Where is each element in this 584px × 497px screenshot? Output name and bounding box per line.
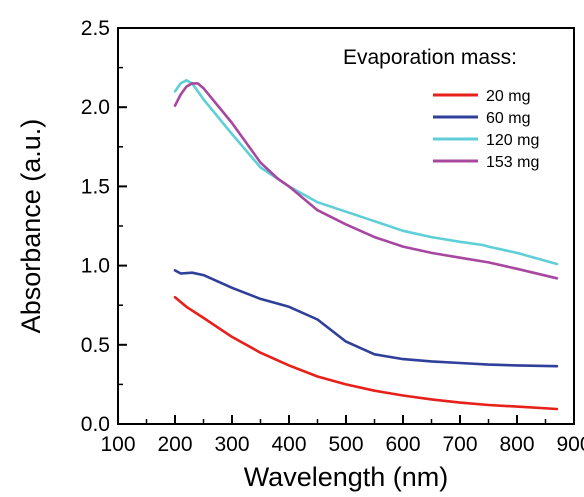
y-tick-label: 0.0 bbox=[81, 413, 110, 436]
legend-title: Evaporation mass: bbox=[343, 46, 517, 69]
legend-label-20-mg: 20 mg bbox=[486, 88, 530, 105]
legend-label-60-mg: 60 mg bbox=[486, 110, 530, 127]
series-line-153-mg bbox=[173, 82, 559, 280]
x-tick-label: 900 bbox=[556, 433, 584, 456]
x-axis-title: Wavelength (nm) bbox=[244, 462, 449, 492]
y-axis-ticks: 0.0 0.5 1.0 1.5 2.0 2.5 bbox=[81, 17, 127, 436]
x-tick-label: 200 bbox=[157, 433, 192, 456]
x-tick-label: 500 bbox=[328, 433, 363, 456]
series-line-120-mg bbox=[173, 79, 559, 266]
x-tick-label: 300 bbox=[214, 433, 249, 456]
y-tick-label: 1.0 bbox=[81, 255, 110, 278]
series-line-20-mg bbox=[173, 295, 559, 411]
series-lines bbox=[173, 79, 559, 411]
legend-label-153-mg: 153 mg bbox=[486, 154, 539, 171]
y-axis-title: Absorbance (a.u.) bbox=[16, 119, 46, 334]
x-axis-ticks: 100 200 300 400 500 600 700 800 900 bbox=[100, 415, 584, 456]
legend-label-120-mg: 120 mg bbox=[486, 132, 539, 149]
x-tick-label: 400 bbox=[271, 433, 306, 456]
x-tick-label: 100 bbox=[100, 433, 135, 456]
series-line-60-mg bbox=[173, 269, 559, 368]
y-tick-label: 2.5 bbox=[81, 17, 110, 40]
y-tick-label: 2.0 bbox=[81, 96, 110, 119]
x-tick-label: 600 bbox=[385, 433, 420, 456]
x-tick-label: 700 bbox=[442, 433, 477, 456]
y-tick-label: 1.5 bbox=[81, 175, 110, 198]
y-tick-label: 0.5 bbox=[81, 334, 110, 357]
x-tick-label: 800 bbox=[499, 433, 534, 456]
legend: Evaporation mass: 20 mg 60 mg 120 mg 153 mg bbox=[343, 46, 539, 171]
